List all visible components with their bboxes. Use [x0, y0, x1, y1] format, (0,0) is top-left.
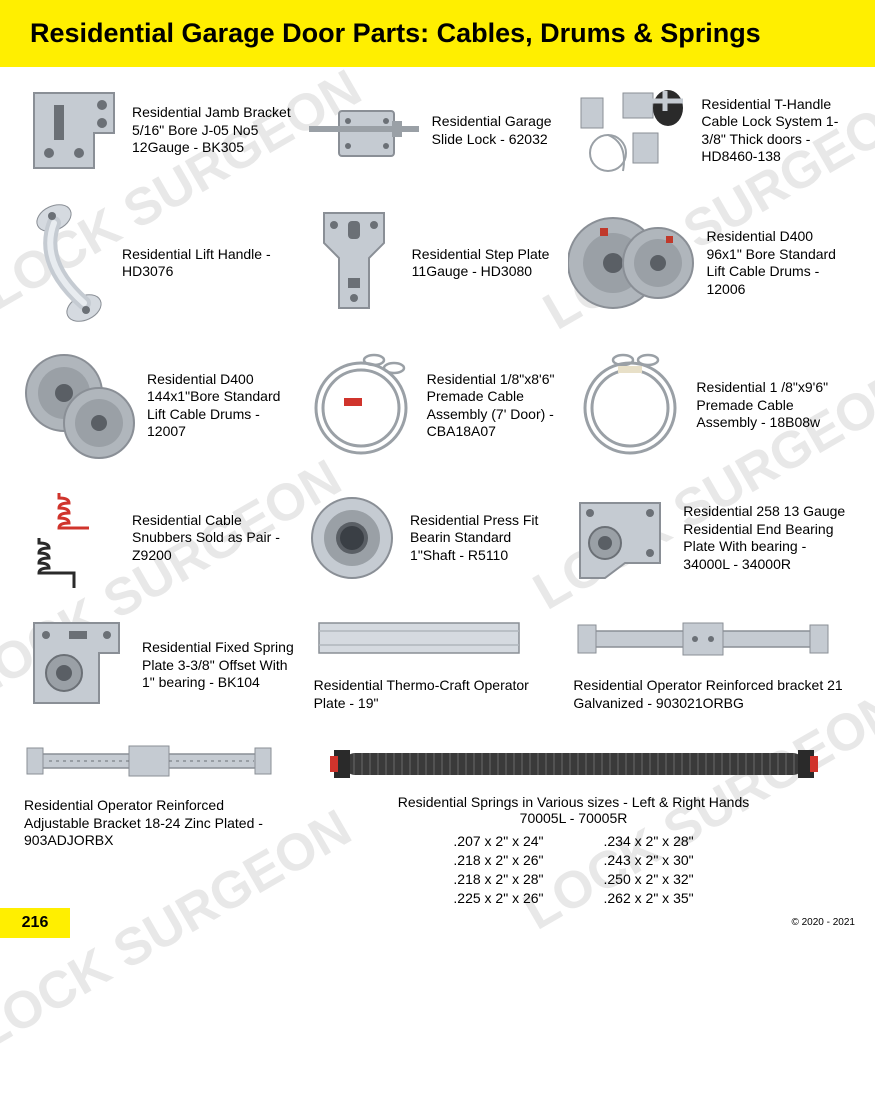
spring-size: .225 x 2" x 26" — [453, 889, 543, 908]
catalog-row: Residential Fixed Spring Plate 3-3/8" Of… — [24, 613, 851, 718]
catalog-content: Residential Jamb Bracket 5/16" Bore J-05… — [0, 67, 875, 908]
catalog-row: Residential Cable Snubbers Sold as Pair … — [24, 483, 851, 593]
product-label: Residential Operator Reinforced bracket … — [573, 677, 851, 712]
product-item: Residential 1/8"x8'6" Premade Cable Asse… — [304, 348, 562, 463]
spring-size: .218 x 2" x 26" — [453, 851, 543, 870]
product-item: Residential Cable Snubbers Sold as Pair … — [24, 483, 290, 593]
product-item: Residential Jamb Bracket 5/16" Bore J-05… — [24, 83, 292, 178]
page-header: Residential Garage Door Parts: Cables, D… — [0, 0, 875, 67]
product-label: Residential Operator Reinforced Adjustab… — [24, 797, 284, 850]
cable-assembly-7-icon — [304, 348, 419, 463]
springs-col-1: .207 x 2" x 24" .218 x 2" x 26" .218 x 2… — [453, 832, 543, 908]
fixed-spring-plate-icon — [24, 613, 134, 718]
spring-size: .250 x 2" x 32" — [604, 870, 694, 889]
springs-sizes: .207 x 2" x 24" .218 x 2" x 26" .218 x 2… — [453, 832, 693, 908]
springs-subtitle: 70005L - 70005R — [520, 810, 628, 826]
spring-size: .218 x 2" x 28" — [453, 870, 543, 889]
slide-lock-icon — [304, 91, 424, 171]
step-plate-icon — [304, 203, 404, 323]
page-number: 216 — [0, 908, 70, 938]
cable-snubbers-icon — [24, 483, 124, 593]
spring-size: .262 x 2" x 35" — [604, 889, 694, 908]
catalog-row: Residential D400 144x1"Bore Standard Lif… — [24, 348, 851, 463]
product-label: Residential Press Fit Bearin Standard 1"… — [410, 512, 553, 565]
cable-drum-144-icon — [24, 348, 139, 463]
product-label: Residential Thermo-Craft Operator Plate … — [314, 677, 562, 712]
jamb-bracket-icon — [24, 83, 124, 178]
spring-size: .243 x 2" x 30" — [604, 851, 694, 870]
copyright: © 2020 - 2021 — [791, 917, 855, 928]
product-item: Residential Press Fit Bearin Standard 1"… — [302, 483, 553, 593]
bearing-plate-icon — [565, 488, 675, 588]
product-label: Residential Jamb Bracket 5/16" Bore J-05… — [132, 104, 292, 157]
product-label: Residential Garage Slide Lock - 62032 — [432, 113, 562, 148]
product-item: Residential D400 96x1" Bore Standard Lif… — [568, 198, 851, 328]
lift-handle-icon — [24, 198, 114, 328]
cable-drum-icon — [568, 208, 698, 318]
thermo-craft-plate-icon — [314, 613, 524, 663]
product-item: Residential Operator Reinforced bracket … — [573, 613, 851, 718]
product-label: Residential Step Plate 11Gauge - HD3080 — [412, 246, 557, 281]
product-item: Residential Operator Reinforced Adjustab… — [24, 738, 284, 908]
springs-title: Residential Springs in Various sizes - L… — [398, 794, 749, 810]
page-title: Residential Garage Door Parts: Cables, D… — [30, 18, 845, 49]
product-item: Residential 258 13 Gauge Residential End… — [565, 483, 851, 593]
product-label: Residential 1/8"x8'6" Premade Cable Asse… — [427, 371, 562, 441]
adjustable-bracket-icon — [24, 738, 274, 783]
page-footer: 216 © 2020 - 2021 — [0, 908, 875, 938]
product-item: Residential D400 144x1"Bore Standard Lif… — [24, 348, 292, 463]
cable-assembly-9-icon — [573, 348, 688, 463]
spring-size: .234 x 2" x 28" — [604, 832, 694, 851]
press-fit-bearing-icon — [302, 488, 402, 588]
product-label: Residential T-Handle Cable Lock System 1… — [701, 96, 851, 166]
product-item: Residential T-Handle Cable Lock System 1… — [573, 83, 851, 178]
t-handle-icon — [573, 83, 693, 178]
product-label: Residential 258 13 Gauge Residential End… — [683, 503, 851, 573]
springs-block: Residential Springs in Various sizes - L… — [296, 738, 851, 908]
product-item: Residential 1 /8"x9'6" Premade Cable Ass… — [573, 348, 851, 463]
product-label: Residential D400 96x1" Bore Standard Lif… — [706, 228, 851, 298]
product-label: Residential Fixed Spring Plate 3-3/8" Of… — [142, 639, 302, 692]
catalog-row: Residential Lift Handle - HD3076 Residen… — [24, 198, 851, 328]
product-item: Residential Thermo-Craft Operator Plate … — [314, 613, 562, 718]
spring-size: .207 x 2" x 24" — [453, 832, 543, 851]
product-label: Residential Cable Snubbers Sold as Pair … — [132, 512, 290, 565]
torsion-spring-icon — [324, 738, 824, 788]
product-item: Residential Step Plate 11Gauge - HD3080 — [304, 198, 557, 328]
springs-col-2: .234 x 2" x 28" .243 x 2" x 30" .250 x 2… — [604, 832, 694, 908]
catalog-row: Residential Jamb Bracket 5/16" Bore J-05… — [24, 83, 851, 178]
product-item: Residential Garage Slide Lock - 62032 — [304, 83, 562, 178]
reinforced-bracket-icon — [573, 613, 833, 663]
product-item: Residential Lift Handle - HD3076 — [24, 198, 292, 328]
product-label: Residential Lift Handle - HD3076 — [122, 246, 292, 281]
product-label: Residential D400 144x1"Bore Standard Lif… — [147, 371, 292, 441]
product-item: Residential Fixed Spring Plate 3-3/8" Of… — [24, 613, 302, 718]
catalog-row: Residential Operator Reinforced Adjustab… — [24, 738, 851, 908]
product-label: Residential 1 /8"x9'6" Premade Cable Ass… — [696, 379, 851, 432]
